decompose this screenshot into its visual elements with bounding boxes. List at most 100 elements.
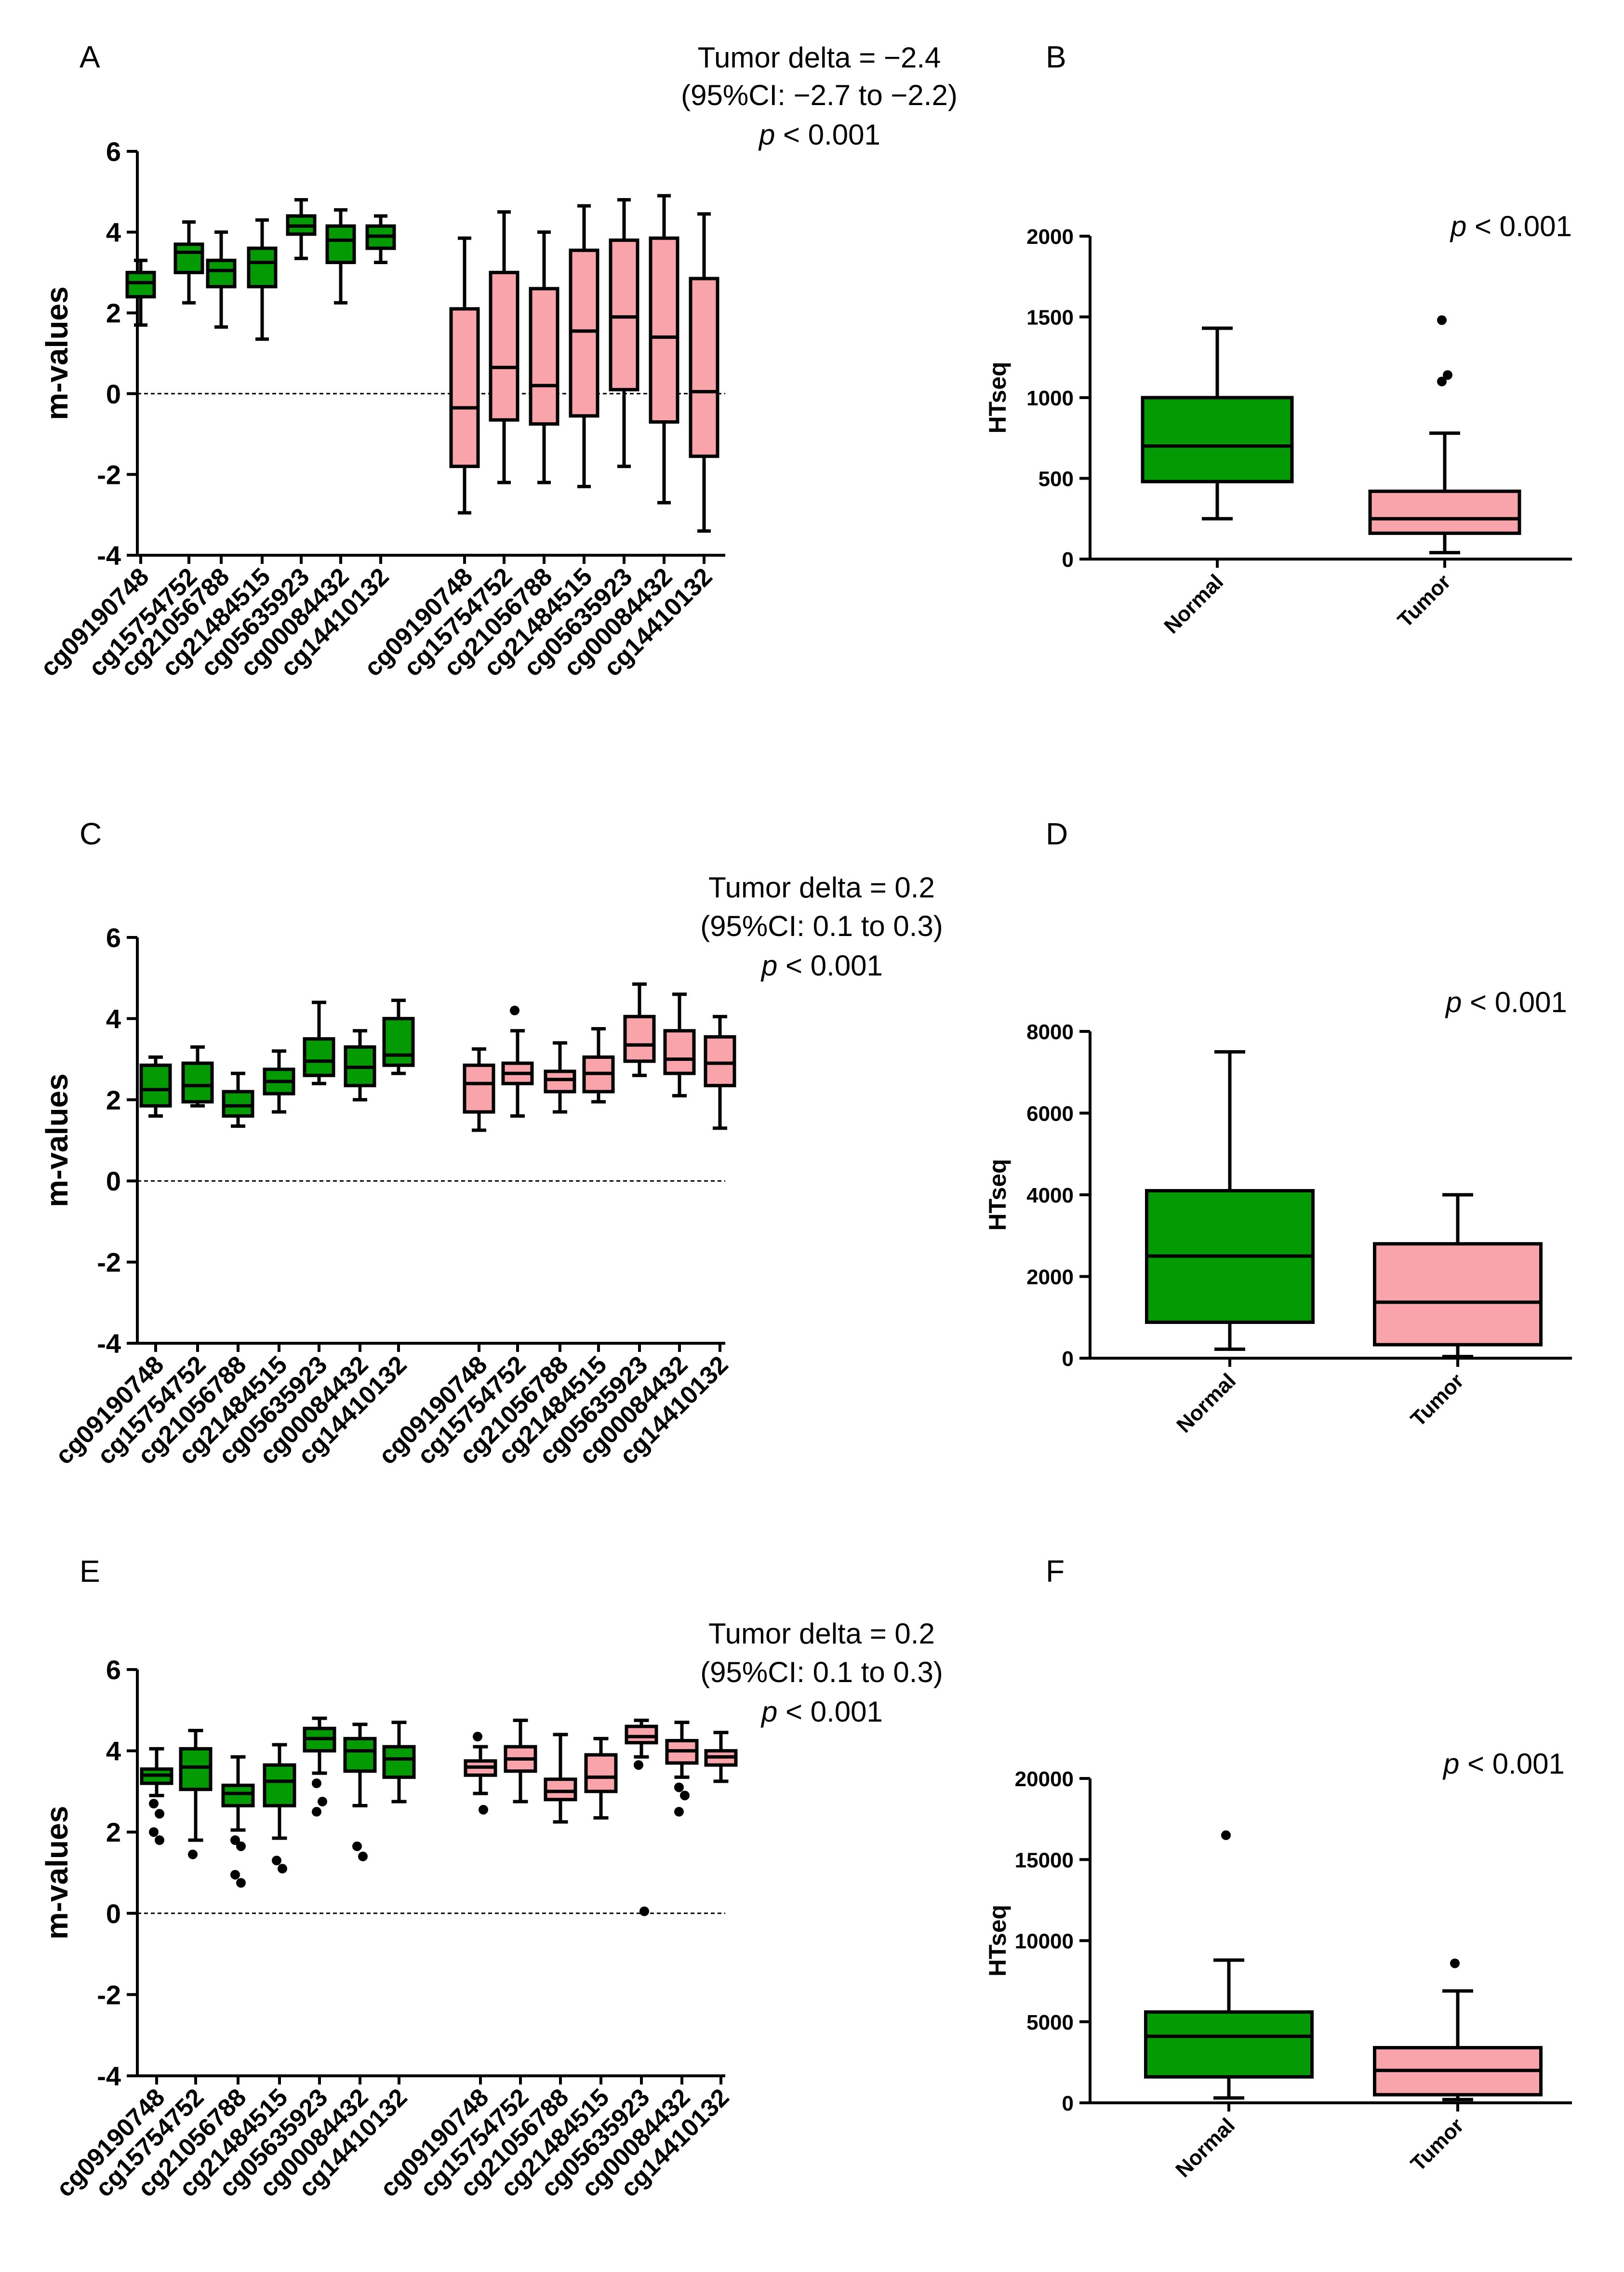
y-tick-label: 4: [106, 1003, 121, 1034]
y-axis-title: HTseq: [984, 1159, 1011, 1230]
tumor-cg09190748-outlier: [479, 1804, 488, 1815]
normal-cg05635923-outlier: [318, 1796, 327, 1806]
normal-cg15754752-box: [173, 242, 204, 274]
annotation-line: Tumor delta = −2.4: [698, 41, 941, 74]
y-tick-label: 0: [106, 379, 121, 409]
normal-cg21056788-outlier: [230, 1835, 240, 1845]
y-axis-title: HTseq: [984, 361, 1011, 433]
p-value-label: p < 0.001: [1445, 986, 1567, 1018]
y-tick-label: 2: [106, 1817, 121, 1847]
normal-cg21484515-outlier: [272, 1856, 281, 1866]
y-tick-label: 20000: [1015, 1767, 1074, 1791]
normal-cg00084432-box: [343, 1737, 377, 1773]
normal-box: [1141, 396, 1294, 483]
normal-cg09190748-outlier: [155, 1809, 164, 1819]
y-tick-label: 0: [106, 1898, 121, 1929]
y-tick-label: 6000: [1026, 1102, 1074, 1126]
annotation-line: Tumor delta = 0.2: [708, 871, 935, 904]
tumor-cg15754752-outlier: [510, 1005, 519, 1016]
tumor-box: [1373, 1242, 1543, 1347]
y-axis-title: m-values: [40, 1073, 74, 1207]
normal-cg21056788-outlier: [236, 1878, 246, 1888]
tumor-cg00084432-outlier: [674, 1782, 684, 1792]
tumor-cg05635923-box: [625, 1724, 658, 1745]
x-tick-label: Normal: [1171, 2113, 1239, 2182]
tumor-outlier: [1437, 376, 1447, 387]
x-tick-label: Normal: [1172, 1369, 1240, 1437]
normal-cg21056788-box: [206, 258, 237, 289]
annotation-line: Tumor delta = 0.2: [708, 1617, 935, 1650]
y-tick-label: 8000: [1026, 1020, 1074, 1044]
normal-cg21484515-box: [247, 246, 278, 289]
normal-cg00084432-outlier: [352, 1841, 362, 1851]
tumor-cg21056788-box: [544, 1778, 577, 1802]
normal-cg09190748-box: [125, 270, 156, 299]
y-tick-label: 6: [106, 136, 121, 167]
y-tick-label: 4000: [1026, 1184, 1074, 1207]
normal-cg15754752-box: [179, 1747, 213, 1791]
panel-b: Bp < 0.001 2000 1500 1000 500 0 HTseq Normal Tum…: [984, 40, 1572, 638]
panel-label: B: [1046, 40, 1066, 74]
tumor-outlier: [1450, 1958, 1460, 1968]
y-tick-label: 1000: [1026, 387, 1074, 410]
tumor-cg00084432-outlier: [680, 1791, 690, 1801]
normal-cg21056788-outlier: [236, 1841, 246, 1851]
tumor-cg00084432-outlier: [674, 1807, 684, 1817]
normal-cg05635923-outlier: [312, 1778, 321, 1789]
normal-cg14410132-box: [382, 1745, 416, 1779]
x-tick-label: Tumor: [1406, 1369, 1468, 1431]
normal-cg05635923-box: [303, 1037, 335, 1077]
panel-label: D: [1046, 816, 1068, 851]
y-tick-label: -2: [97, 1247, 121, 1278]
y-tick-label: -2: [97, 1979, 121, 2010]
normal-cg09190748-outlier: [149, 1799, 159, 1809]
p-value-label: p < 0.001: [758, 119, 880, 151]
panel-f: Fp < 0.001 20000 15000 10000 5000 0 HTseq Norma…: [984, 1554, 1572, 2182]
tumor-cg15754752-box: [489, 270, 519, 422]
normal-cg21056788-box: [221, 1783, 255, 1807]
y-tick-label: 0: [106, 1166, 121, 1196]
tumor-outlier: [1443, 370, 1452, 380]
y-tick-label: 15000: [1015, 1848, 1074, 1872]
normal-cg21056788-outlier: [230, 1870, 240, 1880]
y-tick-label: 0: [1062, 1347, 1074, 1371]
y-axis-title: m-values: [40, 286, 74, 420]
x-tick-label: Normal: [1159, 570, 1228, 638]
plots-layer: A Tumor delta = −2.4 (95%CI: −2.7 to −2.2)…: [35, 40, 1572, 2203]
tumor-cg05635923-box: [623, 1015, 656, 1063]
y-tick-label: -4: [97, 540, 121, 571]
normal-cg21056788-box: [222, 1090, 254, 1118]
panel-label: F: [1046, 1554, 1065, 1589]
normal-cg21484515-outlier: [278, 1864, 287, 1874]
tumor-cg05635923-outlier: [639, 1906, 649, 1916]
tumor-cg21056788-box: [529, 287, 559, 426]
tumor-cg21484515-box: [584, 1753, 618, 1793]
p-value-label: p < 0.001: [760, 1696, 883, 1728]
y-tick-label: 4: [106, 217, 121, 248]
panel-d: Dp < 0.001 8000 6000 4000 2000 0 HTseq Normal Tu…: [984, 816, 1572, 1437]
panel-c: C Tumor delta = 0.2 (95%CI: 0.1 to 0.3) p <…: [40, 816, 943, 1470]
y-tick-label: 1500: [1026, 306, 1074, 330]
panel-label: E: [80, 1554, 100, 1589]
y-tick-label: 6: [106, 922, 121, 953]
y-axis-title: m-values: [40, 1806, 74, 1939]
y-axis-title: HTseq: [984, 1905, 1011, 1977]
y-tick-label: -2: [97, 459, 121, 490]
annotation-line: (95%CI: 0.1 to 0.3): [700, 1656, 943, 1688]
y-tick-label: 4: [106, 1736, 121, 1766]
p-value-label: p < 0.001: [1450, 210, 1572, 242]
tumor-cg21056788-box: [544, 1069, 576, 1094]
normal-cg15754752-outlier: [188, 1849, 198, 1859]
y-tick-label: 0: [1062, 548, 1074, 572]
normal-outlier: [1221, 1830, 1231, 1840]
panel-a: A Tumor delta = −2.4 (95%CI: −2.7 to −2.2)…: [35, 40, 958, 682]
normal-cg15754752-box: [181, 1061, 214, 1104]
y-tick-label: 0: [1062, 2092, 1074, 2115]
panel-label: A: [80, 40, 100, 74]
y-tick-label: 2000: [1026, 1266, 1074, 1289]
tumor-cg09190748-box: [449, 307, 480, 468]
normal-box: [1144, 2010, 1314, 2079]
tumor-cg14410132-box: [704, 1035, 736, 1087]
panel-e: E Tumor delta = 0.2 (95%CI: 0.1 to 0.3) p <…: [40, 1554, 943, 2203]
